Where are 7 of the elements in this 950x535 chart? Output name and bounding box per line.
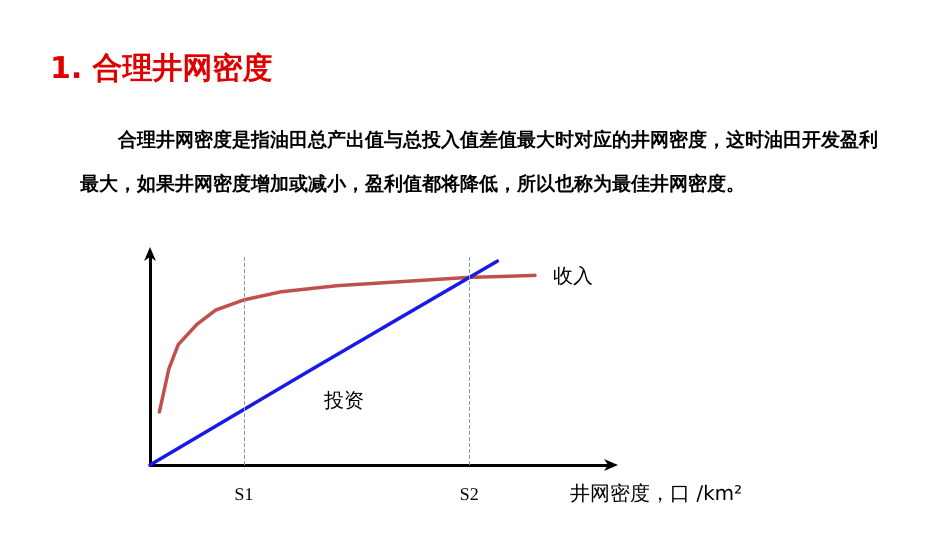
chart-title: 1. 合理井网密度 — [50, 50, 273, 88]
x-tick-label: S1 — [234, 484, 254, 504]
series-label: 收入 — [552, 263, 593, 288]
x-axis-title: 井网密度，口 /km² — [570, 481, 742, 505]
series-label: 投资 — [322, 388, 364, 412]
x-tick-label: S2 — [460, 484, 479, 504]
chart-subtitle: 合理井网密度是指油田总产出值与总投入值差值最大时对应的井网密度，这时油田开发盈利最大，如果井网密度增加或减小，盈利值都将降低，所以也称为最佳井网密度。 — [80, 128, 879, 197]
